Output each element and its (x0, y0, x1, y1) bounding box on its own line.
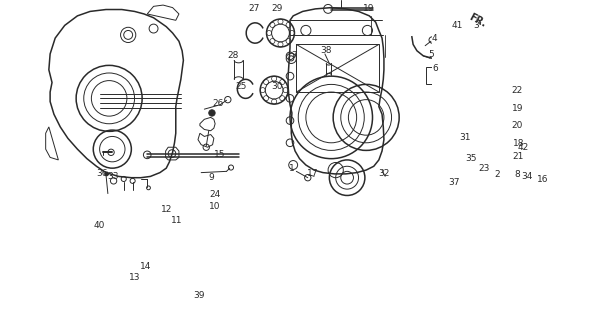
Text: 40: 40 (94, 221, 105, 230)
Text: 17: 17 (307, 169, 319, 178)
Text: 12: 12 (161, 205, 173, 214)
Text: 20: 20 (511, 121, 523, 130)
Text: 36: 36 (96, 169, 108, 178)
Text: 16: 16 (537, 175, 549, 184)
Text: 33: 33 (107, 172, 119, 181)
Text: 11: 11 (171, 216, 183, 225)
Text: 28: 28 (228, 51, 239, 60)
Text: 3: 3 (474, 21, 479, 30)
Text: 21: 21 (513, 152, 524, 161)
Text: 13: 13 (129, 274, 141, 283)
Text: 27: 27 (248, 4, 259, 13)
Text: 8: 8 (514, 170, 520, 179)
Text: 2: 2 (494, 170, 500, 179)
Text: 38: 38 (320, 46, 331, 55)
Text: 32: 32 (378, 169, 390, 178)
Text: 10: 10 (210, 202, 221, 211)
Text: 25: 25 (235, 82, 247, 91)
Text: 29: 29 (272, 4, 283, 13)
Text: 22: 22 (512, 86, 523, 95)
Text: 6: 6 (432, 64, 438, 73)
Text: 15: 15 (215, 150, 226, 159)
Text: FR.: FR. (467, 12, 487, 29)
Text: 7: 7 (291, 51, 297, 60)
Text: 18: 18 (512, 139, 524, 148)
Text: 14: 14 (140, 262, 151, 271)
Text: 24: 24 (210, 190, 221, 199)
Circle shape (105, 172, 109, 176)
Text: 42: 42 (518, 143, 529, 152)
Text: 34: 34 (521, 172, 533, 181)
Text: 1: 1 (289, 164, 295, 173)
Text: 30: 30 (272, 82, 283, 91)
Text: 4: 4 (432, 34, 438, 43)
Circle shape (209, 110, 215, 116)
Text: 19: 19 (363, 4, 375, 13)
Text: 9: 9 (208, 173, 214, 182)
Text: 39: 39 (193, 291, 204, 300)
Text: 35: 35 (466, 154, 478, 163)
Text: 26: 26 (212, 99, 223, 108)
Text: 23: 23 (479, 164, 490, 173)
Text: 37: 37 (448, 178, 460, 187)
Bar (426, 67, 437, 84)
Text: 19: 19 (511, 104, 523, 113)
Text: 5: 5 (428, 50, 434, 59)
Text: 41: 41 (451, 21, 463, 30)
Text: 31: 31 (459, 132, 471, 141)
FancyArrow shape (481, 12, 498, 25)
